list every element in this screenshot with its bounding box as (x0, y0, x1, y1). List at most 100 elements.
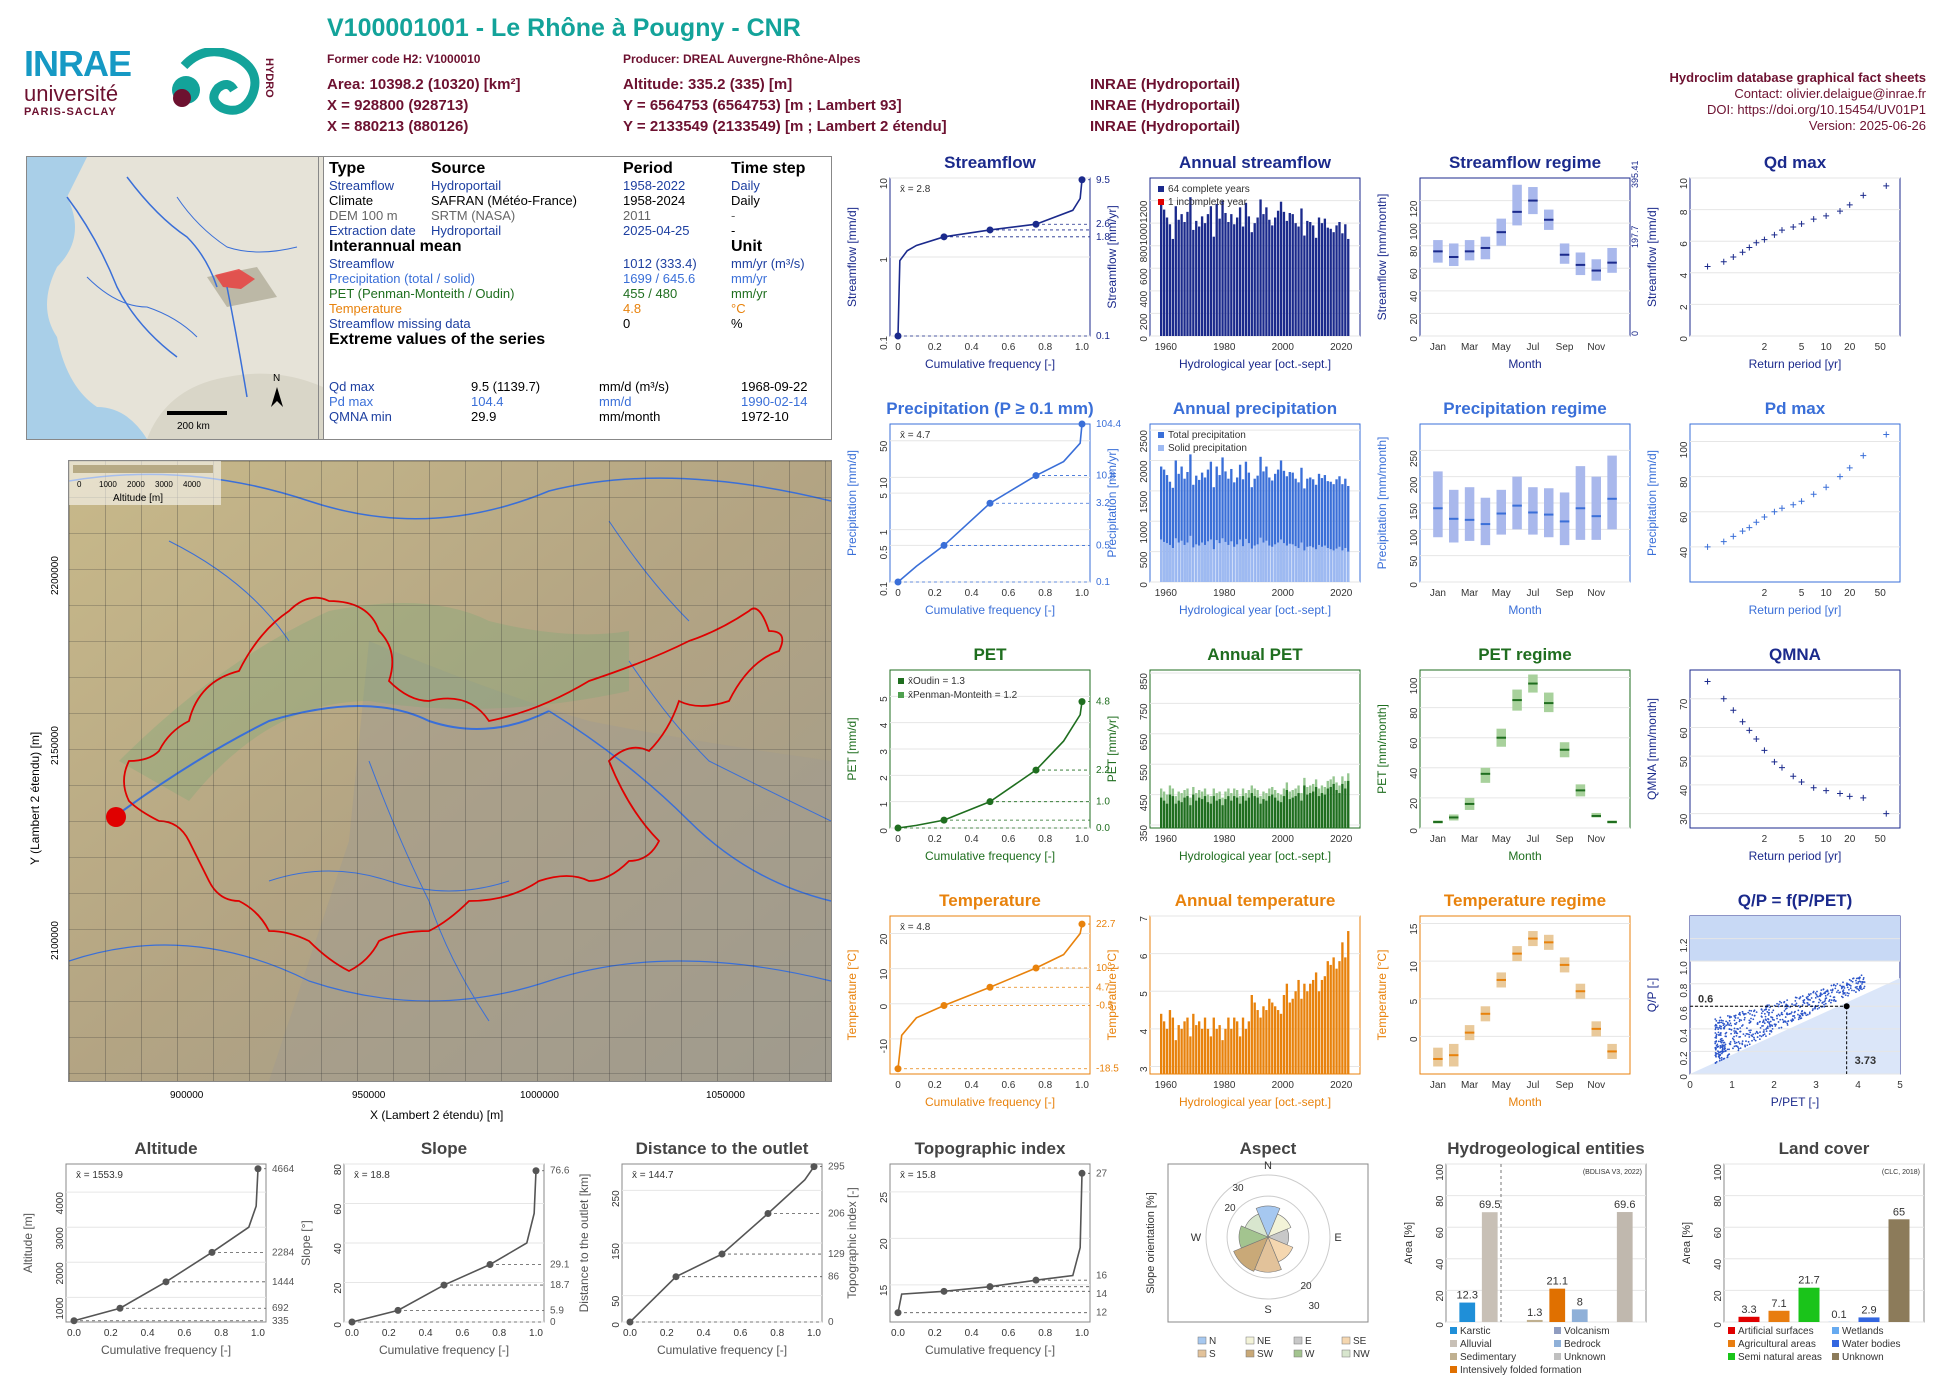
x-tick-label: 0.0 (345, 1328, 359, 1339)
y-tick-label: 80 (1713, 1195, 1724, 1207)
scatter-point (1855, 980, 1857, 982)
scatter-point (1767, 1021, 1769, 1023)
bar-solid (1294, 546, 1296, 582)
bar-value: 12.3 (1457, 1290, 1478, 1302)
scatter-point (1734, 1028, 1736, 1030)
scatter-point (1739, 1031, 1741, 1033)
scatter-point (1720, 1038, 1722, 1040)
bar (1169, 1010, 1171, 1074)
y-tick-label: 100 (1409, 529, 1420, 546)
y-tick-label: 3 (879, 749, 890, 755)
x-tick-label: 20 (1844, 834, 1856, 845)
y-tick-label: 4 (1139, 1028, 1150, 1034)
scatter-point (1761, 1036, 1763, 1038)
y-tick-label: 0 (1409, 828, 1420, 834)
bar (1256, 1010, 1258, 1074)
bar-solid (1189, 536, 1191, 582)
chart-title: Distance to the outlet (636, 1139, 809, 1158)
bar (1189, 197, 1191, 336)
bar-solid (1312, 547, 1314, 582)
bar (1300, 208, 1302, 336)
x-tick-label: 1980 (1213, 1080, 1236, 1091)
x-tick-label: May (1492, 588, 1511, 599)
scatter-point (1772, 1028, 1774, 1030)
scatter-point (1739, 1043, 1741, 1045)
bar (1224, 213, 1226, 336)
bar (1216, 801, 1218, 828)
scatter-point (1837, 990, 1839, 992)
bar (1254, 1003, 1256, 1074)
plot-frame (66, 1164, 266, 1322)
scatter-point (1742, 1013, 1744, 1015)
station-title: V100001001 - Le Rhône à Pougny - CNR (327, 14, 801, 43)
scatter-point (1743, 1019, 1745, 1021)
scatter-point (1764, 1009, 1766, 1011)
y-tick-label: 1500 (1139, 490, 1150, 513)
y-axis-label: Temperature [°C] (1375, 950, 1389, 1041)
scatter-point (1760, 1027, 1762, 1029)
bar (1183, 798, 1185, 828)
scatter-point (1825, 1003, 1827, 1005)
quantile-point (941, 542, 948, 549)
y-tick-label: 20 (333, 1282, 344, 1294)
y-tick-label: 60 (333, 1203, 344, 1215)
source-3: INRAE (Hydroportail) (1090, 118, 1240, 135)
compass-label: S (1264, 1304, 1271, 1316)
legend-swatch (1728, 1353, 1735, 1360)
x-axis-label: Hydrological year [oct.-sept.] (1179, 849, 1331, 863)
scatter-point (1714, 1037, 1716, 1039)
y-tick-label: 10 (879, 968, 890, 980)
scatter-point (1768, 1012, 1770, 1014)
y-tick-label: 1.0 (1679, 961, 1690, 975)
scatter-point (1715, 1053, 1717, 1055)
chart-title: Temperature (939, 891, 1041, 910)
bar (1889, 1219, 1910, 1322)
scatter-point (1772, 1009, 1774, 1011)
quantile-point (895, 1065, 902, 1072)
y-tick-label: 400 (1139, 290, 1150, 307)
bar (1315, 238, 1317, 336)
bar (1216, 1029, 1218, 1074)
y-axis-label: PET [mm/d] (845, 717, 859, 780)
x-tick-label: 10 (1821, 834, 1833, 845)
x-tick-label: 0.0 (67, 1328, 81, 1339)
y-tick-label: 850 (1139, 673, 1150, 690)
x-tick-label: 0.2 (382, 1328, 396, 1339)
bar (1245, 1029, 1247, 1074)
bar-solid (1344, 548, 1346, 582)
bar-solid (1207, 541, 1209, 582)
bar-solid (1236, 544, 1238, 582)
y-tick-label: 6 (1679, 241, 1690, 247)
quantile-point (987, 984, 994, 991)
legend-swatch (1832, 1327, 1839, 1334)
x-tick-label: 0.8 (214, 1328, 228, 1339)
scatter-point (1843, 986, 1845, 988)
scatter-point (1717, 1028, 1719, 1030)
scatter-point (1742, 1024, 1744, 1026)
bar (1189, 1036, 1191, 1074)
y-tick-label: 60 (1713, 1227, 1724, 1239)
scatter-point (1802, 1014, 1804, 1016)
scatter-point (1768, 1023, 1770, 1025)
bar (1294, 223, 1296, 336)
scatter-point (1718, 1034, 1720, 1036)
y-tick-label: 350 (1139, 825, 1150, 842)
scatter-point (1748, 1034, 1750, 1036)
scatter-point (1806, 1002, 1808, 1004)
legend-label: Total precipitation (1168, 430, 1246, 441)
scatter-point (1750, 1010, 1752, 1012)
y-lambert2e: Y = 2133549 (2133549) [m ; Lambert 2 éte… (623, 118, 947, 135)
x-tick-label: 1960 (1155, 342, 1178, 353)
y-tick-label: 10 (879, 477, 890, 489)
y-tick-label: 30 (1679, 813, 1690, 825)
y-tick-label: 5 (1139, 991, 1150, 997)
scatter-point (1850, 987, 1852, 989)
bar-solid (1245, 539, 1247, 582)
x-lambert2e: X = 880213 (880126) (327, 118, 468, 135)
scatter-point (1729, 1028, 1731, 1030)
